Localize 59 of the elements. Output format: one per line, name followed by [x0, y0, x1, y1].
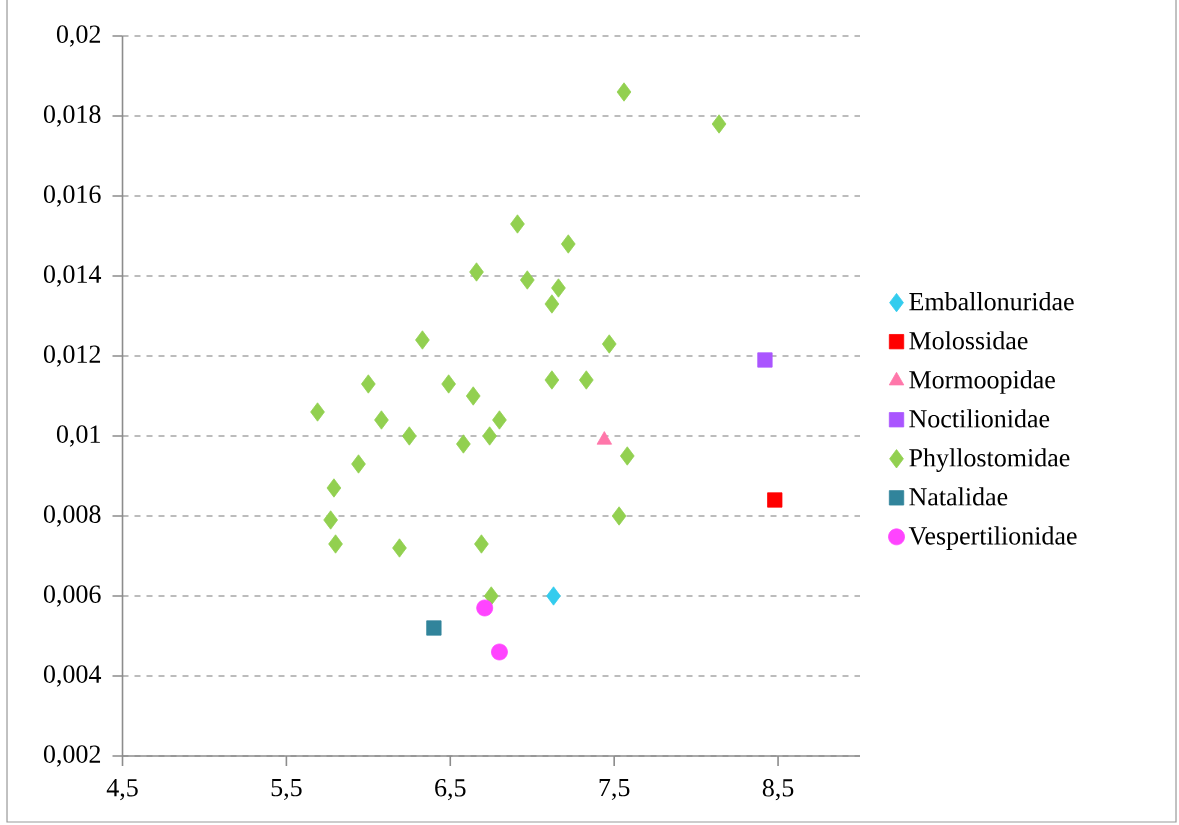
point — [392, 538, 407, 558]
point — [510, 214, 525, 234]
y-tick-label: 0,008 — [43, 505, 101, 527]
point — [544, 294, 560, 314]
point — [456, 434, 471, 454]
point — [596, 431, 613, 445]
point — [520, 270, 535, 290]
point — [476, 599, 494, 617]
y-tick-label: 0,002 — [43, 745, 101, 767]
point — [546, 586, 561, 606]
point — [426, 620, 442, 636]
point — [310, 402, 325, 422]
y-tick-label: 0,012 — [43, 345, 101, 367]
point — [616, 82, 632, 102]
point — [544, 370, 560, 390]
legend-label: Vespertilionidae — [908, 526, 1077, 550]
point — [415, 330, 430, 350]
y-tick-label: 0,02 — [56, 25, 101, 47]
point — [767, 492, 783, 508]
y-tick-label: 0,004 — [43, 665, 102, 687]
legend-label: Mormoopidae — [909, 370, 1055, 394]
y-tick-label: 0,006 — [43, 585, 101, 607]
point — [560, 234, 576, 254]
legend-label: Phyllostomidae — [909, 448, 1070, 472]
legend-label: Natalidae — [909, 487, 1008, 506]
point — [441, 374, 456, 394]
y-tick-label: 0,016 — [43, 185, 101, 207]
point — [711, 114, 727, 134]
x-tick-label: 7,5 — [599, 779, 630, 801]
point — [465, 386, 481, 406]
point — [361, 374, 376, 394]
point — [483, 586, 499, 606]
point — [326, 478, 342, 498]
point — [757, 352, 773, 368]
point — [474, 534, 489, 554]
legend-label: Emballonuridae — [909, 292, 1074, 311]
x-tick-label: 8,5 — [762, 779, 794, 801]
legend-label: Molossidae — [909, 331, 1028, 350]
point — [579, 370, 594, 390]
point — [328, 534, 343, 554]
x-tick-label: 6,5 — [435, 779, 466, 801]
point — [374, 410, 389, 430]
point — [402, 426, 417, 446]
point — [619, 446, 635, 466]
point — [351, 454, 366, 474]
x-tick-label: 5,5 — [271, 779, 302, 801]
y-tick-label: 0,014 — [43, 265, 102, 287]
point — [469, 262, 484, 282]
point — [323, 510, 338, 530]
point — [491, 643, 508, 661]
legend-label: Noctilionidae — [909, 409, 1050, 428]
point — [551, 278, 566, 298]
point — [492, 410, 507, 430]
point — [482, 426, 497, 446]
x-tick-label: 4,5 — [106, 779, 138, 801]
point — [601, 334, 617, 354]
point — [611, 506, 627, 526]
y-tick-label: 0,01 — [56, 425, 100, 447]
y-tick-label: 0,018 — [43, 105, 101, 127]
